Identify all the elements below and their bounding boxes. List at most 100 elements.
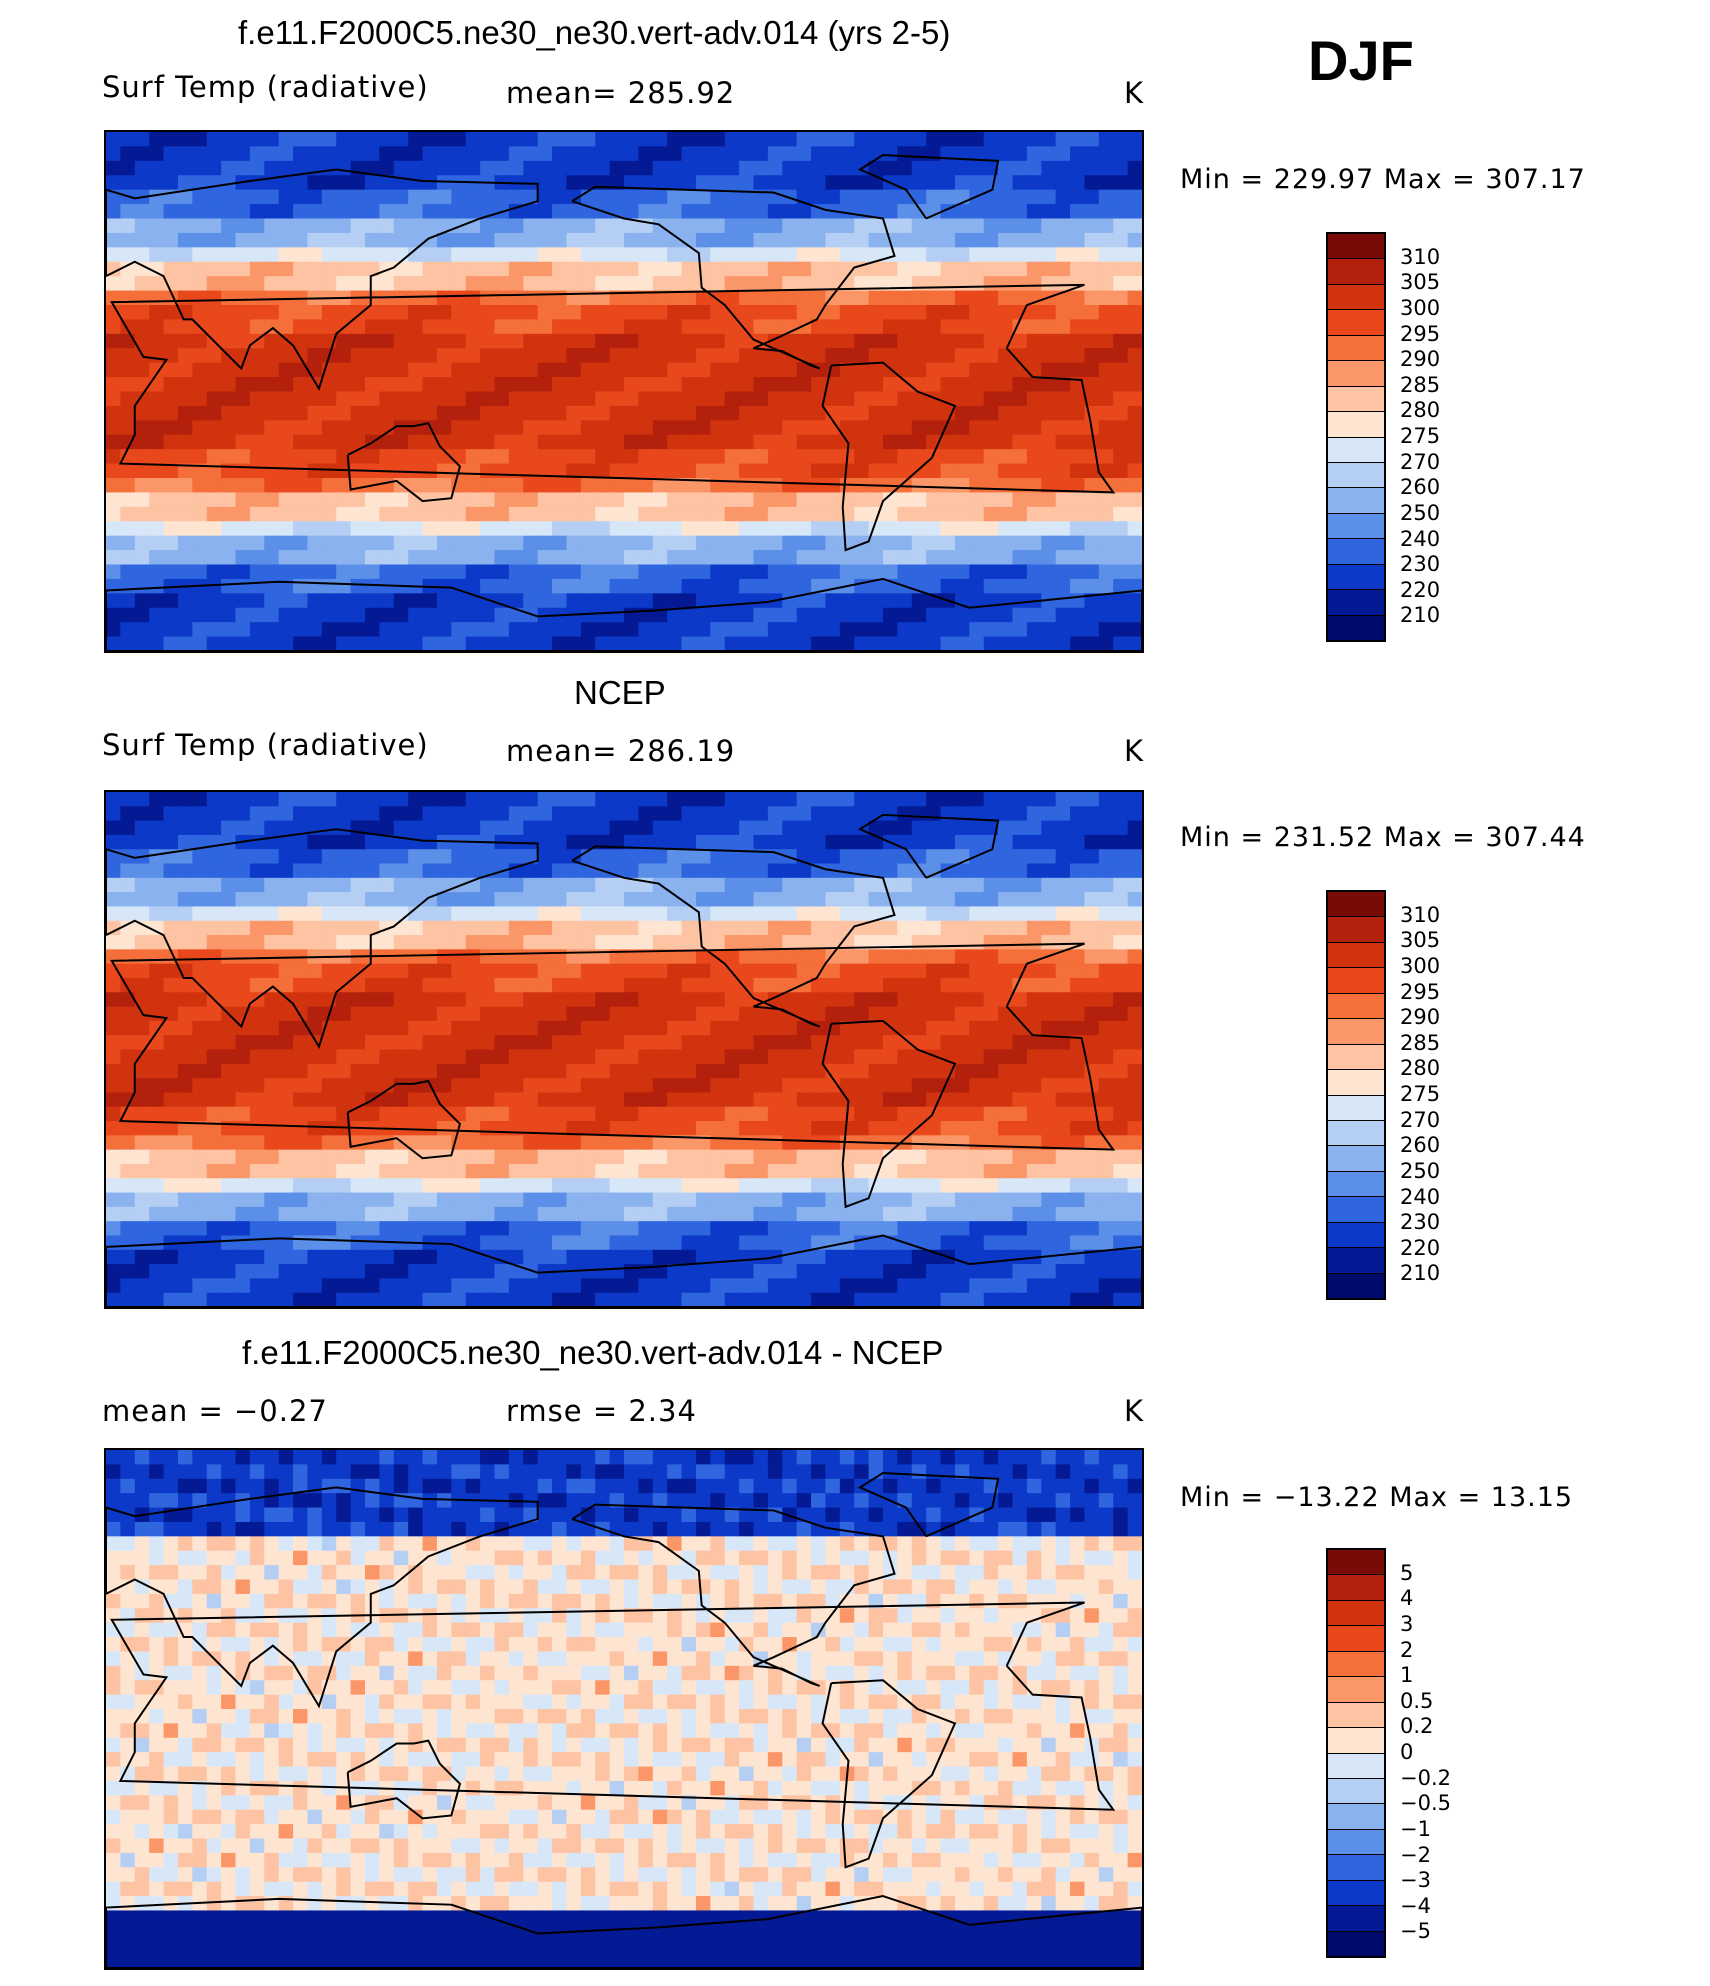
map-cell — [163, 892, 179, 908]
map-cell — [408, 506, 424, 522]
map-cell — [465, 305, 481, 321]
map-cell — [508, 232, 524, 248]
map-cell — [926, 949, 942, 965]
map-cell — [681, 305, 697, 321]
map-cell — [523, 949, 539, 965]
map-cell — [1041, 1221, 1057, 1237]
map-cell — [638, 348, 654, 364]
map-cell — [767, 792, 783, 807]
map-cell — [940, 377, 956, 393]
map-cell — [753, 420, 769, 436]
map-cell — [796, 247, 812, 263]
map-cell — [811, 146, 827, 162]
map-cell — [1041, 935, 1057, 950]
map-cell — [1026, 1078, 1042, 1094]
map-cell — [293, 906, 309, 922]
map-cell — [969, 806, 985, 822]
map-cell — [1012, 935, 1028, 950]
map-cell — [724, 820, 740, 836]
map-cell — [508, 1106, 524, 1122]
map-cell — [206, 1092, 222, 1108]
map-cell — [336, 792, 352, 807]
map-cell — [1098, 920, 1114, 936]
map-cell — [624, 362, 639, 378]
map-cell — [494, 492, 510, 508]
map-cell — [508, 1192, 524, 1208]
map-cell — [149, 189, 165, 205]
map-cell — [206, 1006, 222, 1022]
map-cell — [1041, 319, 1057, 335]
map-cell — [350, 434, 366, 450]
map-cell — [235, 478, 251, 494]
map-cell — [710, 877, 726, 893]
map-cell — [106, 935, 121, 950]
map-cell — [480, 806, 496, 822]
map-cell — [681, 1078, 697, 1094]
map-cell — [552, 319, 568, 335]
map-cell — [206, 1106, 222, 1122]
map-cell — [1012, 132, 1028, 148]
map-cell — [998, 1063, 1014, 1079]
map-cell — [652, 1192, 668, 1208]
map-cell — [825, 920, 841, 936]
map-cell — [523, 478, 539, 494]
map-cell — [120, 1106, 136, 1122]
map-cell — [508, 189, 524, 205]
map-cell — [839, 405, 855, 421]
map-cell — [494, 362, 510, 378]
map-cell — [508, 806, 524, 822]
map-cell — [782, 377, 798, 393]
map-cell — [480, 792, 496, 807]
map-cell — [1012, 1063, 1028, 1079]
map-cell — [249, 820, 265, 836]
map-cell — [321, 963, 337, 979]
map-cell — [681, 449, 697, 465]
map-cell — [753, 892, 769, 908]
map-cell — [825, 963, 841, 979]
map-cell — [695, 1092, 711, 1108]
map-cell — [825, 521, 841, 537]
map-cell — [1055, 622, 1071, 638]
map-cell — [422, 160, 438, 176]
map-cell — [580, 550, 596, 566]
map-cell — [767, 935, 783, 950]
map-cell — [163, 820, 179, 836]
map-cell — [106, 1063, 121, 1079]
map-cell — [753, 1249, 769, 1265]
map-cell — [868, 333, 884, 349]
map-cell — [695, 420, 711, 436]
map-cell — [998, 949, 1014, 965]
map-cell — [523, 920, 539, 936]
map-cell — [134, 1249, 150, 1265]
map-cell — [710, 204, 726, 220]
map-cell — [926, 1078, 942, 1094]
map-cell — [753, 578, 769, 594]
map-cell — [436, 992, 452, 1008]
map-cell — [710, 792, 726, 807]
map-cell — [695, 160, 711, 176]
map-cell — [480, 132, 496, 148]
map-cell — [206, 1163, 222, 1179]
map-cell — [638, 1135, 654, 1151]
map-cell — [811, 607, 827, 623]
map-cell — [523, 1192, 539, 1208]
map-cell — [595, 276, 611, 292]
map-cell — [465, 506, 481, 522]
map-cell — [767, 492, 783, 508]
map-cell — [969, 449, 985, 465]
map-cell — [336, 820, 352, 836]
map-cell — [739, 1149, 755, 1165]
map-cell — [1070, 189, 1086, 205]
map-cell — [897, 977, 913, 993]
map-cell — [293, 305, 309, 321]
map-cell — [278, 622, 294, 638]
map-cell — [120, 1020, 136, 1036]
map-cell — [724, 622, 740, 638]
map-cell — [710, 564, 726, 580]
map-cell — [954, 1078, 970, 1094]
map-cell — [854, 792, 870, 807]
map-cell — [163, 261, 179, 277]
map-cell — [1098, 1063, 1114, 1079]
map-cell — [1084, 506, 1100, 522]
map-cell — [926, 1149, 942, 1165]
